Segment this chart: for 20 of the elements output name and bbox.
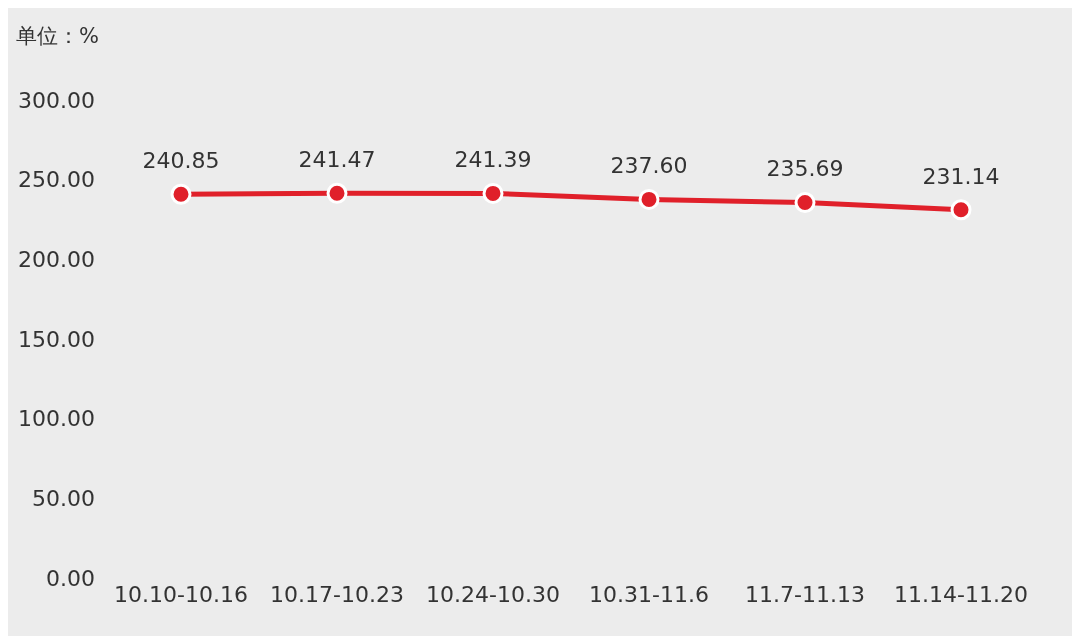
x-tick-label: 10.17-10.23 — [270, 581, 404, 607]
y-tick-label: 150.00 — [18, 326, 95, 352]
data-label: 241.47 — [298, 147, 376, 173]
data-label: 241.39 — [454, 147, 532, 173]
y-tick-label: 250.00 — [18, 167, 95, 193]
data-label: 235.69 — [766, 156, 844, 182]
data-label: 240.85 — [142, 148, 220, 174]
y-tick-label: 100.00 — [18, 406, 95, 432]
x-tick-label: 11.7-11.13 — [745, 581, 865, 607]
x-tick-label: 10.10-10.16 — [114, 581, 248, 607]
y-tick-label: 50.00 — [32, 486, 95, 512]
y-tick-label: 200.00 — [18, 247, 95, 273]
y-tick-label: 300.00 — [18, 87, 95, 113]
x-tick-label: 11.14-11.20 — [894, 581, 1028, 607]
y-tick-label: 0.00 — [46, 565, 95, 591]
data-label: 237.60 — [610, 153, 688, 179]
x-tick-label: 10.24-10.30 — [426, 581, 560, 607]
x-tick-label: 10.31-11.6 — [589, 581, 709, 607]
y-axis-title: 单位：% — [16, 23, 99, 50]
data-label: 231.14 — [922, 163, 1000, 189]
